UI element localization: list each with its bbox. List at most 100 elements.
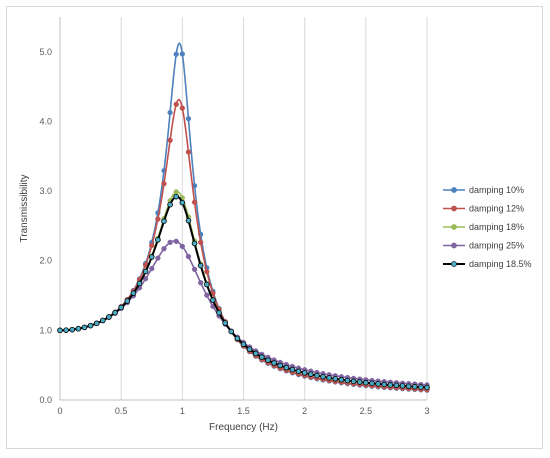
data-point: [301, 370, 308, 376]
data-point: [167, 109, 173, 116]
data-point: [57, 327, 63, 334]
legend-item: damping 25%: [443, 241, 524, 251]
axes: [59, 17, 427, 401]
x-tick-label: 1: [180, 406, 185, 416]
data-point: [332, 375, 339, 382]
legend-item: damping 18%: [443, 222, 524, 232]
data-point: [155, 216, 161, 222]
y-tick-label: 1.0: [39, 325, 52, 335]
data-point: [314, 372, 320, 379]
x-axis-title: Frequency (Hz): [209, 422, 278, 433]
data-point: [87, 322, 94, 329]
data-point: [198, 239, 204, 245]
x-tick-labels: 0 0.5 1 1.5 2 2.5 3: [57, 406, 429, 416]
x-tick-label: 2.5: [360, 406, 373, 416]
legend-swatch-marker: [451, 224, 457, 230]
data-point: [149, 265, 155, 272]
data-point: [142, 268, 149, 275]
data-point: [295, 368, 302, 375]
y-axis-title: Transmissibility: [19, 175, 30, 243]
data-point: [198, 280, 204, 286]
data-point: [185, 149, 192, 155]
data-point: [173, 238, 179, 244]
x-tick-label: 3: [424, 406, 429, 416]
data-point: [185, 253, 192, 260]
data-point: [173, 193, 180, 200]
data-point: [118, 304, 124, 311]
x-tick-label: 0: [57, 406, 62, 416]
data-point: [185, 115, 192, 122]
data-point: [112, 309, 118, 316]
data-point: [161, 181, 167, 187]
data-point: [405, 383, 412, 390]
data-point: [124, 298, 131, 304]
data-point: [167, 201, 173, 208]
data-point: [216, 309, 222, 316]
legend-label: damping 18%: [469, 222, 524, 232]
gridlines: [120, 17, 428, 400]
data-point: [148, 254, 155, 260]
data-point: [155, 237, 161, 243]
data-point: [155, 255, 161, 261]
legend-label: damping 12%: [469, 204, 524, 214]
data-point: [179, 199, 186, 206]
data-point: [161, 218, 167, 225]
data-point: [100, 317, 106, 324]
legend-swatch-marker: [451, 187, 457, 193]
data-point: [191, 240, 198, 247]
data-point: [277, 362, 284, 369]
data-point: [75, 325, 82, 332]
legend-label: damping 25%: [469, 241, 524, 251]
data-point: [210, 297, 216, 303]
legend-item: damping 10%: [443, 185, 524, 195]
data-point: [167, 239, 173, 246]
data-point: [271, 360, 277, 366]
data-point: [222, 320, 228, 326]
legend-label: damping 18.5%: [469, 259, 532, 269]
y-tick-label: 2.0: [39, 256, 52, 266]
y-tick-label: 0.0: [39, 395, 52, 405]
y-tick-label: 4.0: [39, 116, 52, 126]
data-point: [418, 384, 424, 390]
data-point: [173, 51, 179, 57]
data-point: [161, 246, 167, 252]
data-point: [369, 380, 375, 387]
data-point: [307, 371, 314, 378]
legend-swatch-marker: [451, 205, 457, 212]
data-point: [265, 357, 271, 364]
data-point: [350, 378, 357, 385]
data-point: [173, 189, 179, 195]
data-point: [411, 383, 418, 390]
data-point: [375, 381, 381, 387]
data-point: [344, 377, 351, 384]
data-point: [387, 382, 394, 388]
line-chart: 0 0.5 1 1.5 2 2.5 3 0.0 1.0 2.0 3.0 4.0 5.0 Frequen…: [19, 17, 532, 433]
legend-item: damping 18.5%: [443, 259, 532, 269]
data-point: [93, 320, 100, 327]
data-point: [179, 243, 185, 250]
legend: damping 10% damping 12% damping 18% damping…: [443, 185, 532, 269]
data-point: [252, 350, 259, 357]
data-point: [179, 105, 185, 111]
data-point: [283, 364, 290, 371]
chart-frame: 0 0.5 1 1.5 2 2.5 3 0.0 1.0 2.0 3.0 4.0 5.0 Frequen…: [6, 6, 543, 449]
data-point: [393, 382, 400, 389]
y-tick-labels: 0.0 1.0 2.0 3.0 4.0 5.0: [39, 47, 52, 405]
data-point: [363, 379, 369, 386]
data-point: [326, 375, 332, 381]
data-point: [424, 384, 430, 391]
data-point: [228, 328, 235, 335]
data-point: [197, 262, 204, 269]
data-point: [63, 327, 69, 333]
data-point: [259, 354, 265, 360]
data-point: [289, 366, 296, 373]
data-point: [149, 242, 155, 249]
y-tick-label: 5.0: [39, 47, 52, 57]
data-point: [320, 373, 326, 380]
x-tick-label: 1.5: [237, 406, 250, 416]
data-point: [106, 314, 112, 320]
y-tick-label: 3.0: [39, 186, 52, 196]
data-point: [179, 51, 185, 57]
data-point: [356, 379, 363, 385]
legend-swatch-marker: [451, 261, 457, 267]
